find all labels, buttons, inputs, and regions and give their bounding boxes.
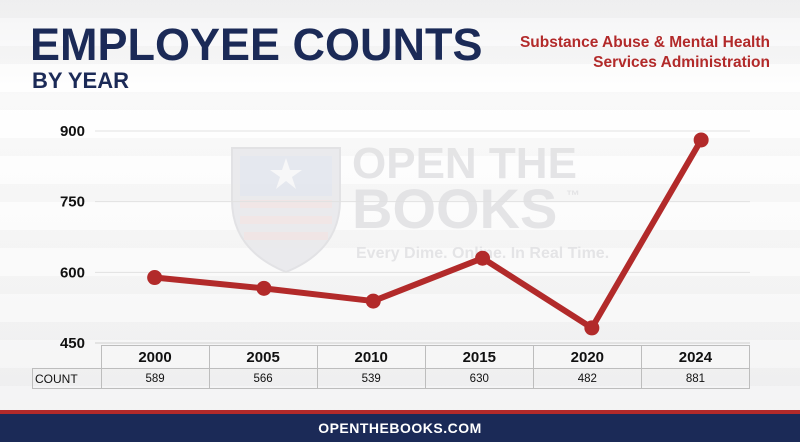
data-label: 881 (640, 368, 751, 389)
data-label: 539 (316, 368, 426, 389)
shield-logo-icon (231, 147, 341, 274)
footer-accent-bar (0, 410, 800, 414)
x-tick-label: 2005 (208, 345, 318, 369)
table-row-label: COUNT (32, 368, 102, 389)
agency-name-line1: Substance Abuse & Mental Health (519, 34, 770, 51)
x-tick-label: 2010 (316, 345, 426, 369)
series-layer (147, 132, 709, 336)
x-tick-label: 2015 (424, 345, 534, 369)
y-tick-label: 600 (60, 264, 85, 281)
watermark-line1: OPEN THE (352, 139, 577, 188)
x-tick-label: 2020 (532, 345, 642, 369)
data-point (584, 320, 600, 336)
series-line (151, 136, 705, 331)
data-point (147, 270, 163, 286)
data-label: 482 (532, 368, 642, 389)
table-header-row: 2000 2005 2010 2015 2020 2024 (32, 345, 751, 369)
chart-title: EMPLOYEE COUNTS (30, 19, 483, 70)
table-corner (32, 345, 102, 369)
data-point (365, 293, 381, 309)
x-tick-label: 2024 (640, 345, 751, 369)
data-point (475, 250, 491, 266)
data-label: 566 (208, 368, 318, 389)
data-point (256, 280, 272, 296)
agency-name-line2: Services Administration (593, 54, 770, 71)
chart-area: OPEN THE BOOKS ™ Every Dime. Online. In … (60, 123, 750, 352)
data-point (693, 132, 709, 148)
data-label: 630 (424, 368, 534, 389)
gridlines (95, 130, 750, 344)
y-tick-label: 900 (60, 123, 85, 140)
agency-name: Substance Abuse & Mental Health Services… (510, 33, 770, 73)
data-label: 589 (100, 368, 210, 389)
watermark: OPEN THE BOOKS ™ Every Dime. Online. In … (231, 139, 609, 274)
y-tick-label: 750 (60, 194, 85, 211)
x-tick-label: 2000 (100, 345, 210, 369)
chart-subtitle: BY YEAR (32, 68, 130, 93)
watermark-line2: BOOKS (352, 177, 557, 240)
data-table: 2000 2005 2010 2015 2020 2024 COUNT 589 566 539… (32, 345, 751, 389)
table-values-row: COUNT 589 566 539 630 482 881 (32, 368, 751, 389)
watermark-trademark: ™ (566, 187, 580, 203)
footer-url: OPENTHEBOOKS.COM (0, 414, 800, 442)
